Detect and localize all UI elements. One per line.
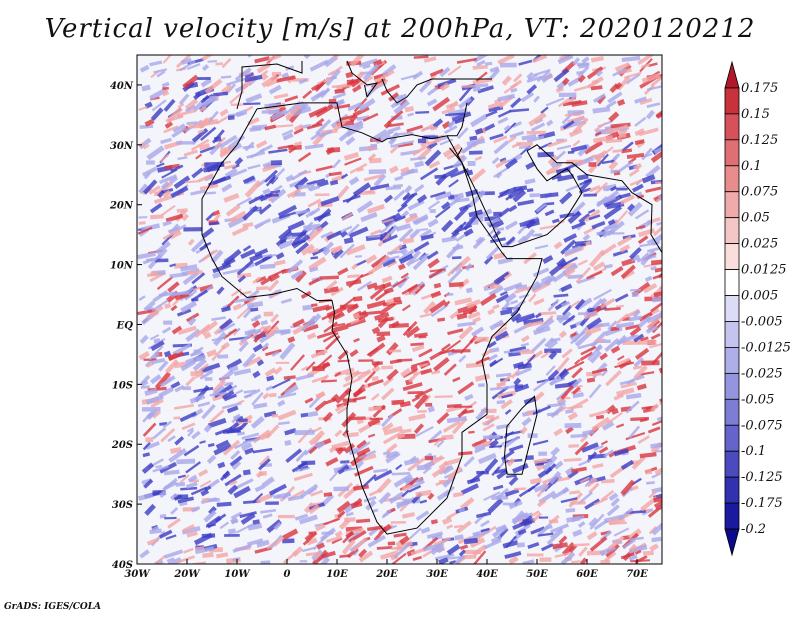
colorbar-label: -0.175 xyxy=(741,496,783,511)
colorbar-swatch xyxy=(724,528,740,557)
x-tick-label: 50E xyxy=(526,569,548,580)
colorbar-swatch xyxy=(724,139,740,167)
colorbar-label: -0.05 xyxy=(741,392,774,407)
colorbar-swatch xyxy=(724,113,740,141)
colorbar-label: -0.005 xyxy=(741,314,783,329)
chart-title: Vertical velocity [m/s] at 200hPa, VT: 2… xyxy=(44,14,756,44)
colorbar-swatch xyxy=(724,347,740,374)
coastlines xyxy=(201,60,662,535)
y-tick-label: 30N xyxy=(110,141,134,152)
colorbar-swatch xyxy=(724,372,740,400)
colorbar-label: -0.075 xyxy=(741,418,783,433)
colorbar-label: 0.175 xyxy=(741,81,778,96)
colorbar-swatch xyxy=(724,450,740,478)
colorbar-label: 0.075 xyxy=(741,185,778,200)
colorbar-label: 0.0125 xyxy=(741,263,787,278)
x-tick-label: 40E xyxy=(476,569,498,580)
colorbar-label: 0.05 xyxy=(741,211,770,226)
colorbar-swatch xyxy=(724,295,740,322)
colorbar-swatch xyxy=(724,217,740,245)
x-tick-label: 10W xyxy=(224,569,251,580)
x-tick-label: 10E xyxy=(326,569,348,580)
y-tick-label: 10S xyxy=(112,380,133,391)
x-tick-label: 20E xyxy=(375,569,398,580)
x-tick-label: 30E xyxy=(426,569,448,580)
colorbar-label: -0.025 xyxy=(741,366,783,381)
colorbar-swatch xyxy=(724,321,740,348)
colorbar-swatch xyxy=(724,87,740,115)
colorbar-swatch xyxy=(724,476,740,504)
colorbar-label: 0.1 xyxy=(741,159,762,174)
y-tick-label: 10N xyxy=(110,261,134,272)
colorbar-label: -0.2 xyxy=(741,522,766,537)
y-tick-label: 20S xyxy=(111,440,133,451)
colorbar-label: 0.125 xyxy=(741,133,778,148)
colorbar-swatch xyxy=(724,243,740,270)
colorbar-label: 0.005 xyxy=(741,289,778,304)
x-tick-label: 60E xyxy=(576,569,598,580)
y-tick-label: 20N xyxy=(109,201,134,212)
colorbar-label: 0.025 xyxy=(741,237,778,252)
y-tick-label: EQ xyxy=(116,320,134,331)
colorbar-label: -0.1 xyxy=(741,444,766,459)
y-tick-label: 40S xyxy=(112,560,133,571)
x-tick-label: 20W xyxy=(173,569,201,580)
colorbar-swatch xyxy=(724,269,740,296)
colorbar-swatch xyxy=(724,502,740,530)
x-tick-label: 0 xyxy=(284,569,291,580)
plot-frame xyxy=(136,54,663,565)
x-axis: 30W 20W 10W 0 10E 20E 30E 40E 50E 60E 70E xyxy=(124,559,648,580)
colorbar-swatch xyxy=(724,424,740,452)
colorbar-swatch xyxy=(724,165,740,193)
y-tick-label: 40N xyxy=(110,81,134,92)
grads-credit: GrADS: IGES/COLA xyxy=(4,602,102,612)
colorbar-label: -0.0125 xyxy=(741,340,791,355)
colorbar-label: -0.125 xyxy=(741,470,783,485)
y-tick-label: 30S xyxy=(112,500,133,511)
velocity-field xyxy=(137,55,662,564)
colorbar-swatch xyxy=(724,398,740,426)
colorbar-swatch xyxy=(724,191,740,219)
colorbar-label: 0.15 xyxy=(741,107,770,122)
y-axis: 40N 30N 20N 10N EQ 10S 20S 30S 40S xyxy=(109,81,142,571)
x-tick-label: 70E xyxy=(626,569,648,580)
colorbar: 0.175 0.15 0.125 0.1 0.075 0.05 0.025 0.0125 0.0… xyxy=(724,60,791,557)
colorbar-swatch xyxy=(724,60,740,89)
x-tick-label: 30W xyxy=(124,569,151,580)
